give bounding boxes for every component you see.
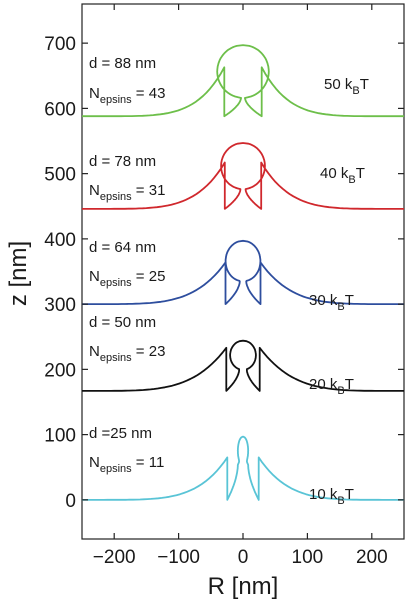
energy-label: 10 kBT [309, 486, 354, 507]
epsins-label: Nepsins = 31 [89, 182, 165, 203]
x-tick-label: 200 [356, 547, 388, 568]
y-tick-label: 0 [65, 491, 76, 512]
diameter-label: d =25 nm [89, 425, 152, 442]
y-axis-label: z [nm] [5, 241, 32, 306]
diameter-label: d = 78 nm [89, 153, 156, 170]
series-curve [82, 44, 404, 118]
energy-label: 20 kBT [309, 376, 354, 397]
y-tick-label: 200 [44, 360, 76, 381]
energy-label: 30 kBT [309, 292, 354, 313]
x-axis: −200 −100 0 100 200 [93, 4, 388, 568]
y-tick-label: 300 [44, 295, 76, 316]
plot-area [81, 3, 405, 540]
epsins-label: Nepsins = 25 [89, 268, 165, 289]
x-tick-label: 100 [292, 547, 324, 568]
epsins-label: Nepsins = 23 [89, 343, 165, 364]
series-curve [82, 142, 404, 210]
y-tick-label: 700 [44, 34, 76, 55]
y-tick-label: 600 [44, 99, 76, 120]
energy-label: 50 kBT [324, 76, 369, 97]
y-axis: 0 100 200 300 400 500 600 700 [44, 34, 404, 512]
epsins-label: Nepsins = 11 [89, 454, 164, 475]
x-axis-label: R [nm] [208, 573, 279, 600]
epsins-label: Nepsins = 43 [89, 85, 165, 106]
diameter-label: d = 64 nm [89, 239, 156, 256]
y-tick-label: 100 [44, 426, 76, 447]
membrane-profiles [82, 44, 404, 501]
annotations: d =25 nm Nepsins = 11 10 kBT d = 50 nm Nepsi… [89, 55, 369, 507]
x-tick-label: −200 [93, 547, 136, 568]
y-tick-label: 400 [44, 230, 76, 251]
diameter-label: d = 50 nm [89, 314, 156, 331]
energy-label: 40 kBT [320, 165, 365, 186]
x-tick-label: −100 [157, 547, 200, 568]
series-curve [82, 435, 404, 501]
y-tick-label: 500 [44, 165, 76, 186]
x-tick-label: 0 [238, 547, 249, 568]
series-curve [82, 339, 404, 392]
diameter-label: d = 88 nm [89, 55, 156, 72]
series-curve [82, 239, 404, 305]
